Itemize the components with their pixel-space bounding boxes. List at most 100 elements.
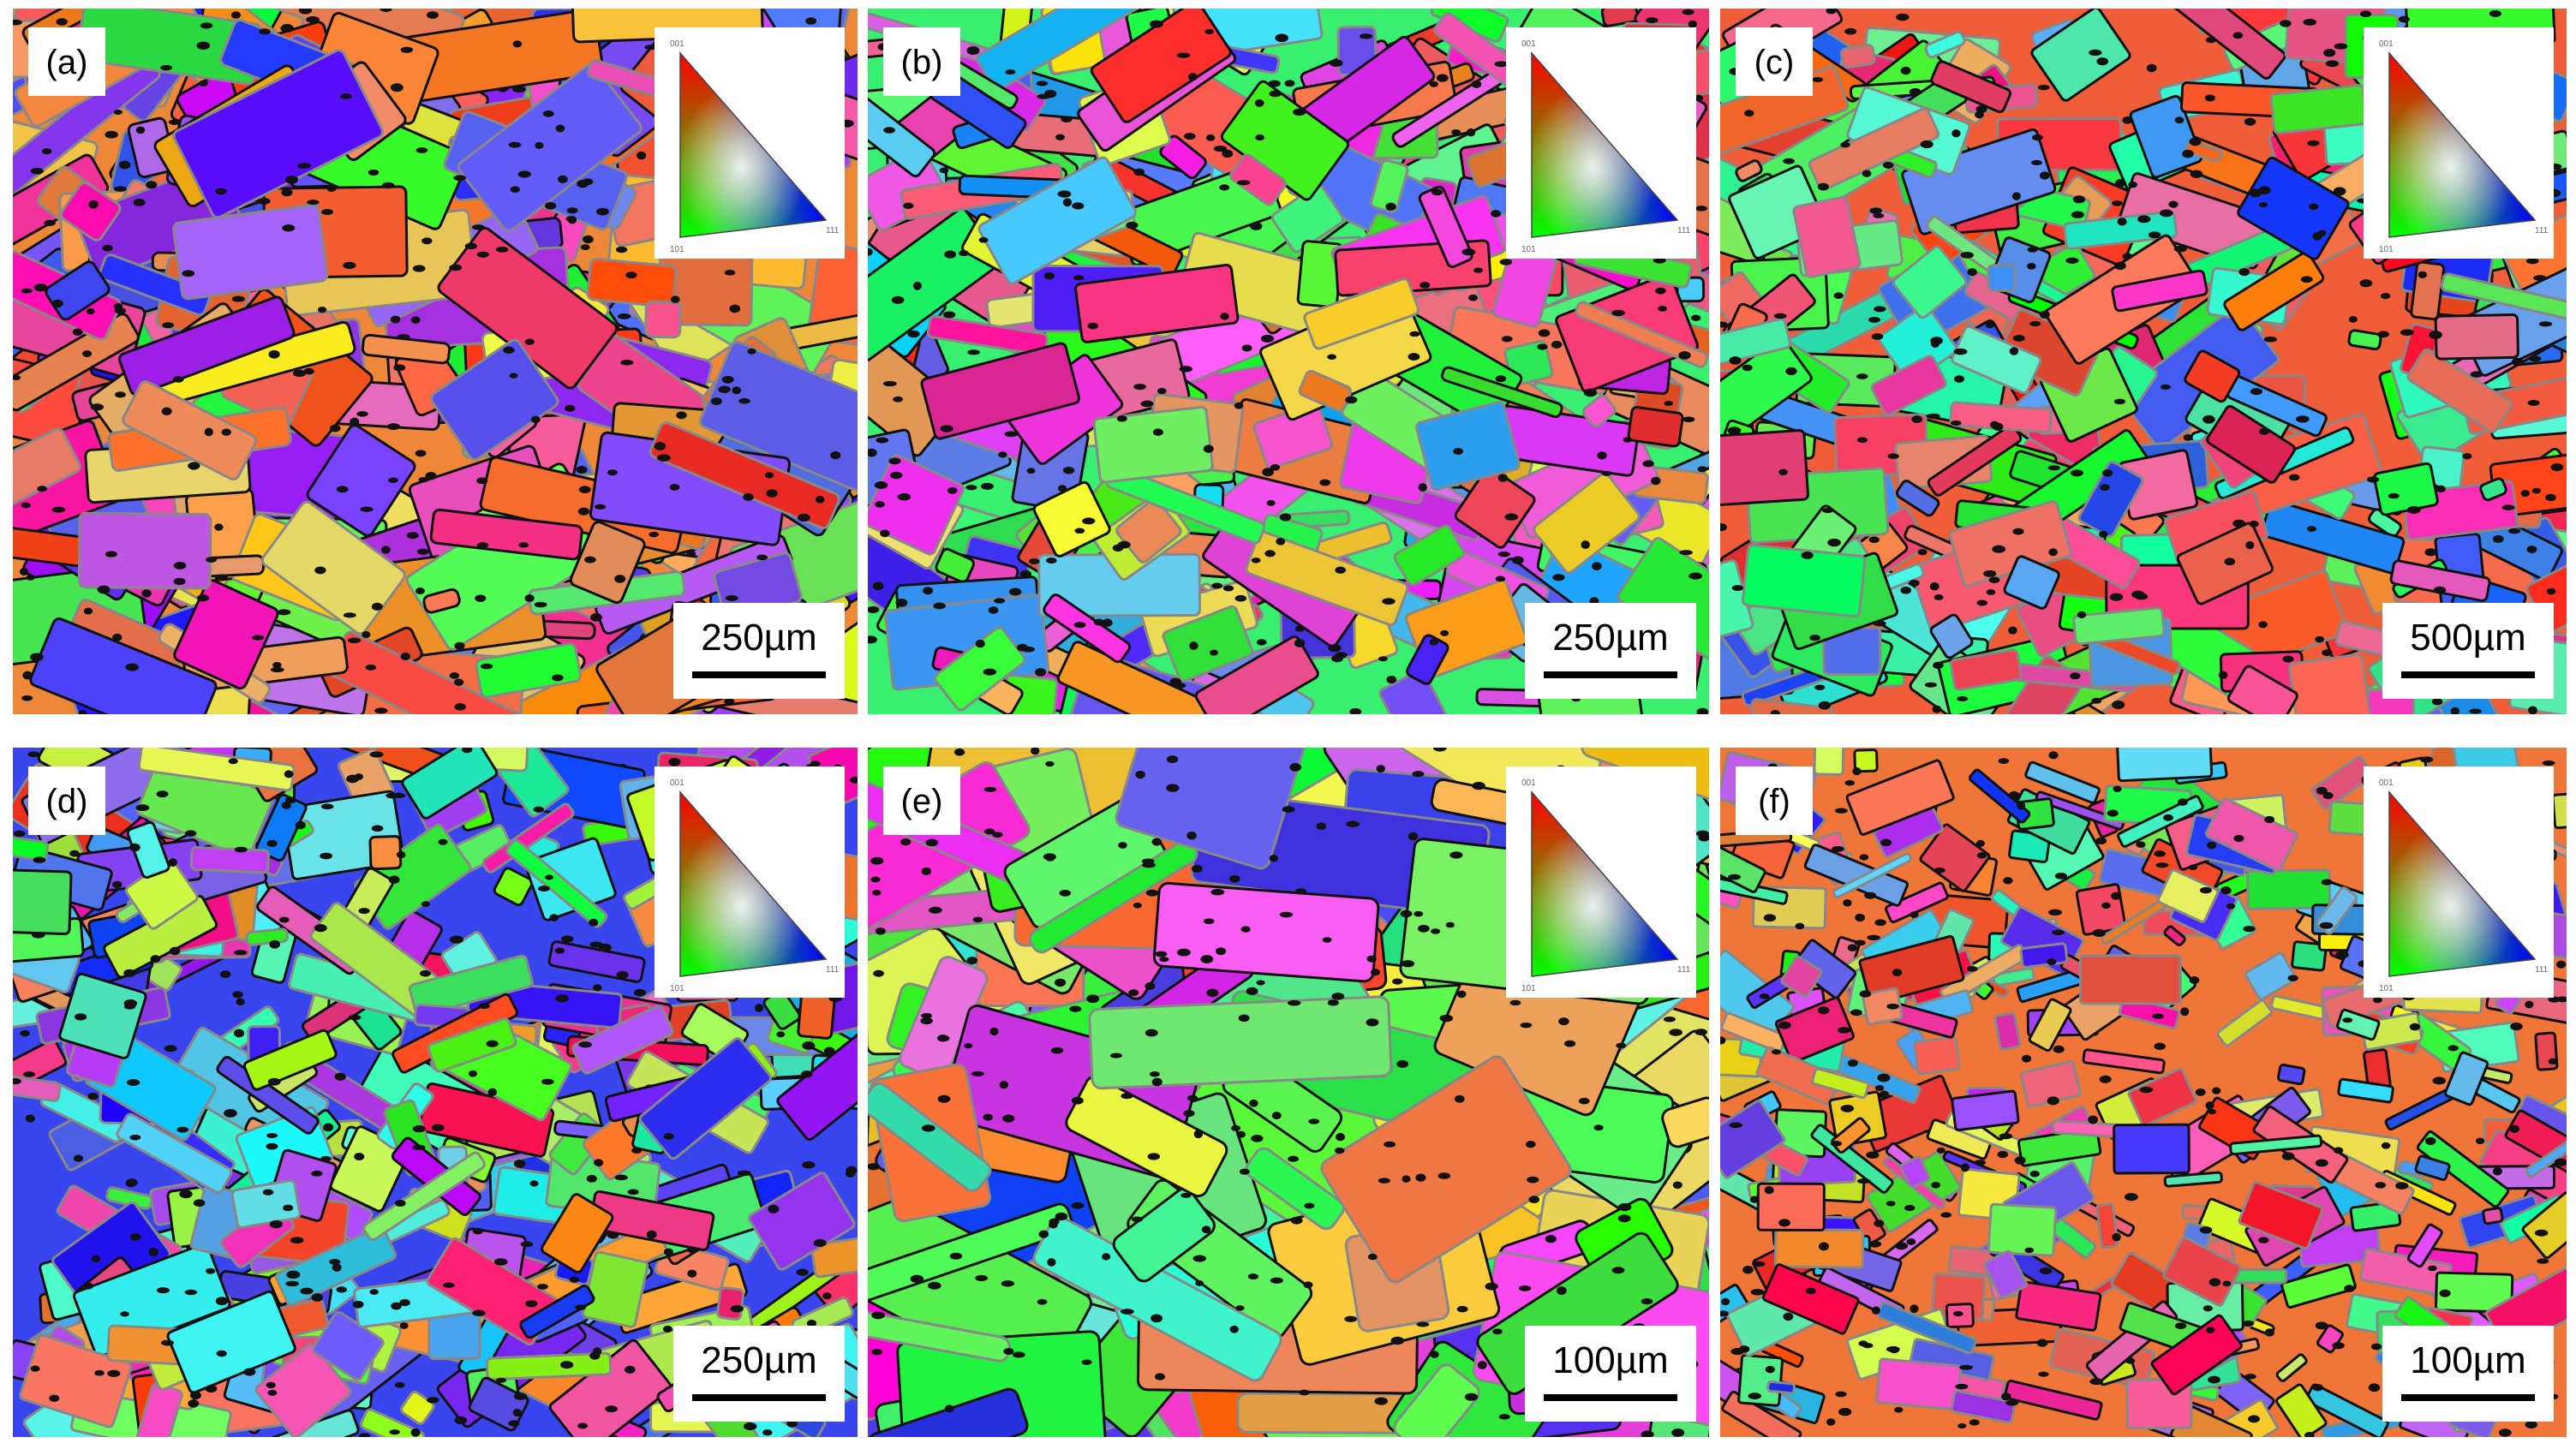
pore [2109,593,2124,601]
pore [2178,798,2188,806]
ipf-label: 001 [1521,39,1536,49]
pore [575,1304,587,1310]
pore [2113,398,2126,405]
grain [2115,748,2214,783]
pore [1558,1017,1569,1026]
pore [2429,331,2442,339]
pore [1538,329,1551,337]
pore [2264,1328,2274,1337]
pore [20,1029,30,1037]
pore [1408,353,1420,361]
grain [1766,1380,1796,1395]
pore [2052,929,2065,935]
grain [2113,1123,2190,1175]
pore [1335,566,1347,574]
grain [427,1311,481,1361]
pore [2250,388,2263,396]
pore [1121,1093,1133,1100]
grain [1862,987,1904,1026]
pore [1471,80,1482,88]
grain [582,1250,649,1328]
pore [1950,420,1962,426]
pore [2368,1383,2381,1392]
grain [29,617,218,714]
pore [388,477,398,483]
pore [1073,275,1085,281]
pore [1499,259,1513,265]
panel-label-box [28,27,105,96]
pore [1874,1085,1885,1091]
pore [2199,1226,2213,1234]
pore [295,821,307,830]
pore [1133,168,1145,176]
pore [1201,1225,1211,1234]
pore [2031,134,2043,141]
pore [329,1258,341,1265]
pore [2315,635,2325,643]
pore [30,167,44,175]
pore [2131,590,2145,599]
grain [2204,796,2298,872]
pore [2319,921,2334,929]
grain [1756,1182,1826,1232]
pore [1871,333,1884,340]
pore [776,1031,786,1038]
pore [796,1268,809,1276]
pore [1850,1009,1862,1017]
scale-bar-label: 100µm [2410,1339,2525,1381]
pore [900,838,911,846]
pore [284,796,297,804]
pore [517,170,531,178]
pore [648,531,660,538]
pore [486,1040,499,1047]
grain [571,1005,674,1075]
pore [129,843,140,852]
pore [230,11,241,19]
pore [1345,396,1358,404]
grain [1919,823,1991,892]
pore [1401,960,1415,968]
pore [2024,1247,2035,1254]
pore [966,957,978,965]
pore [1976,852,1987,859]
pore [1455,1094,1465,1103]
pore [2475,1137,2485,1145]
pore [965,485,977,491]
pore [509,373,518,379]
pore [2342,1017,2353,1023]
pore [343,612,356,618]
pore [454,641,465,650]
pore [2095,837,2107,845]
grain [1074,263,1240,343]
pore [2047,1096,2059,1106]
pore [508,1420,520,1427]
pore [232,991,243,999]
pore [1319,479,1331,486]
grain [1951,325,2042,395]
pore [397,334,410,340]
pore [1721,1297,1730,1306]
grain [1575,301,1709,368]
panel-label-box [883,766,960,835]
pore [1960,252,1974,259]
pore [1597,451,1607,460]
pore [329,424,341,432]
pore [525,1300,538,1308]
pore [2307,140,2320,146]
grain [920,342,1081,440]
pore [586,1174,597,1183]
pore [2114,261,2126,271]
pore [1859,990,1872,998]
grain [1229,153,1287,206]
pore [1415,1173,1426,1182]
pore [577,179,589,188]
pore [1840,1104,1855,1112]
pore [1664,400,1674,407]
ipf-triangle-white [1531,790,1679,977]
pore [2220,886,2232,895]
pore [311,1170,323,1177]
scale-bar-label: 100µm [1552,1339,1668,1381]
grain [716,1286,745,1321]
pore [802,1041,816,1050]
grain [1418,185,1473,268]
